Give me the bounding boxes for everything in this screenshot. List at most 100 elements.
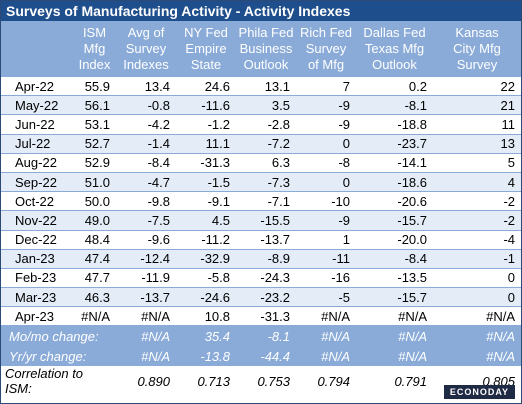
table-cell: 24.6	[176, 77, 236, 97]
table-cell: -8.1	[356, 95, 433, 116]
summary-cell: #N/A	[116, 325, 176, 347]
table-cell: 4.5	[176, 210, 236, 231]
table-cell: 1	[296, 230, 356, 250]
table-row: Aug-22 52.9 -8.4 -31.3 6.3 -8 -14.1 5	[1, 153, 521, 173]
header-dallasfed: Dallas Fed Texas Mfg Outlook	[363, 25, 426, 72]
table-cell: 49.0	[73, 210, 116, 231]
table-cell: -23.2	[236, 287, 296, 308]
table-cell: -1	[433, 249, 521, 269]
table-cell: 0.2	[356, 77, 433, 97]
header-philafed: Phila Fed Business Outlook	[238, 25, 294, 72]
table-cell: 4	[433, 172, 521, 193]
table-row: Sep-22 51.0 -4.7 -1.5 -7.3 0 -18.6 4	[1, 172, 521, 193]
table-cell: 10.8	[176, 306, 236, 327]
table-cell: 6.3	[236, 153, 296, 173]
table-cell: 53.1	[73, 114, 116, 135]
table-cell: 47.7	[73, 268, 116, 289]
row-label: Apr-22	[1, 77, 73, 97]
table-cell: -13.7	[236, 230, 296, 250]
correlation-cell: 0.753	[236, 366, 296, 397]
summary-row: Mo/mo change: #N/A 35.4 -8.1 #N/A #N/A #N/A	[1, 325, 521, 347]
table-cell: -11	[296, 249, 356, 269]
table-cell: 47.4	[73, 249, 116, 269]
table-title: Surveys of Manufacturing Activity - Acti…	[1, 1, 521, 21]
table-cell: -7.2	[236, 134, 296, 154]
table-cell: -15.5	[236, 210, 296, 231]
summary-cell: #N/A	[356, 325, 433, 347]
table-cell: 52.9	[73, 153, 116, 173]
table-row: Dec-22 48.4 -9.6 -11.2 -13.7 1 -20.0 -4	[1, 230, 521, 250]
correlation-label: Correlation to ISM:	[1, 366, 116, 397]
row-label: Apr-23	[1, 306, 73, 327]
summary-cell: #N/A	[296, 325, 356, 347]
table-cell: -1.5	[176, 172, 236, 193]
header-richfed: Rich Fed Survey of Mfg	[299, 25, 353, 72]
table-cell: -8.9	[236, 249, 296, 269]
table-cell: -5	[296, 287, 356, 308]
table-cell: 50.0	[73, 191, 116, 212]
row-label: Jun-22	[1, 114, 73, 135]
summary-row: Yr/yr change: #N/A -13.8 -44.4 #N/A #N/A #N/A	[1, 346, 521, 367]
table-cell: -16	[296, 268, 356, 289]
table-cell: -1.4	[116, 134, 176, 154]
econoday-logo: ECONODAY	[443, 385, 515, 399]
table-cell: -7.5	[116, 210, 176, 231]
table-row: Mar-23 46.3 -13.7 -24.6 -23.2 -5 -15.7 0	[1, 287, 521, 308]
table-cell: #N/A	[356, 306, 433, 327]
table-cell: -2	[433, 191, 521, 212]
row-label: Dec-22	[1, 230, 73, 250]
table-row: Apr-22 55.9 13.4 24.6 13.1 7 0.2 22	[1, 77, 521, 97]
table-cell: 55.9	[73, 77, 116, 97]
header-kansascity: Kansas City Mfg Survey	[453, 25, 501, 72]
header-nyfed: NY Fed Empire State	[184, 25, 228, 72]
table-cell: 21	[433, 95, 521, 116]
table-cell: -8.4	[356, 249, 433, 269]
table-row: Nov-22 49.0 -7.5 4.5 -15.5 -9 -15.7 -2	[1, 210, 521, 231]
table-cell: -24.6	[176, 287, 236, 308]
table-row: Jun-22 53.1 -4.2 -1.2 -2.8 -9 -18.8 11	[1, 114, 521, 135]
table-cell: 51.0	[73, 172, 116, 193]
table-cell: -2	[433, 210, 521, 231]
table-cell: 11	[433, 114, 521, 135]
summary-cell: -8.1	[236, 325, 296, 347]
table-row: Feb-23 47.7 -11.9 -5.8 -24.3 -16 -13.5 0	[1, 268, 521, 289]
row-label: Aug-22	[1, 153, 73, 173]
table-cell: #N/A	[73, 306, 116, 327]
table-cell: -9.1	[176, 191, 236, 212]
table-cell: -8.4	[116, 153, 176, 173]
table-cell: -24.3	[236, 268, 296, 289]
table-cell: 0	[433, 287, 521, 308]
row-label: Oct-22	[1, 191, 73, 212]
table-cell: #N/A	[116, 306, 176, 327]
table-cell: -10	[296, 191, 356, 212]
table-cell: -20.0	[356, 230, 433, 250]
table-cell: -20.6	[356, 191, 433, 212]
table-cell: 13.1	[236, 77, 296, 97]
correlation-cell: 0.794	[296, 366, 356, 397]
table-cell: -11.6	[176, 95, 236, 116]
table-cell: 11.1	[176, 134, 236, 154]
table-cell: -2.8	[236, 114, 296, 135]
table-cell: -9.6	[116, 230, 176, 250]
summary-cell: -13.8	[176, 346, 236, 367]
table-cell: -15.7	[356, 210, 433, 231]
table-cell: 48.4	[73, 230, 116, 250]
table-cell: -11.2	[176, 230, 236, 250]
row-label: Jan-23	[1, 249, 73, 269]
table-cell: -32.9	[176, 249, 236, 269]
table-cell: -9	[296, 114, 356, 135]
row-label: Sep-22	[1, 172, 73, 193]
table-row: Jan-23 47.4 -12.4 -32.9 -8.9 -11 -8.4 -1	[1, 249, 521, 269]
table-cell: 0	[296, 172, 356, 193]
summary-cell: -44.4	[236, 346, 296, 367]
header-corner	[1, 21, 73, 77]
row-label: Feb-23	[1, 268, 73, 289]
table-cell: 13	[433, 134, 521, 154]
table-row: Jul-22 52.7 -1.4 11.1 -7.2 0 -23.7 13	[1, 134, 521, 154]
row-label: Jul-22	[1, 134, 73, 154]
table-cell: 5	[433, 153, 521, 173]
table-cell: 46.3	[73, 287, 116, 308]
table-cell: 52.7	[73, 134, 116, 154]
summary-label: Mo/mo change:	[1, 325, 116, 347]
